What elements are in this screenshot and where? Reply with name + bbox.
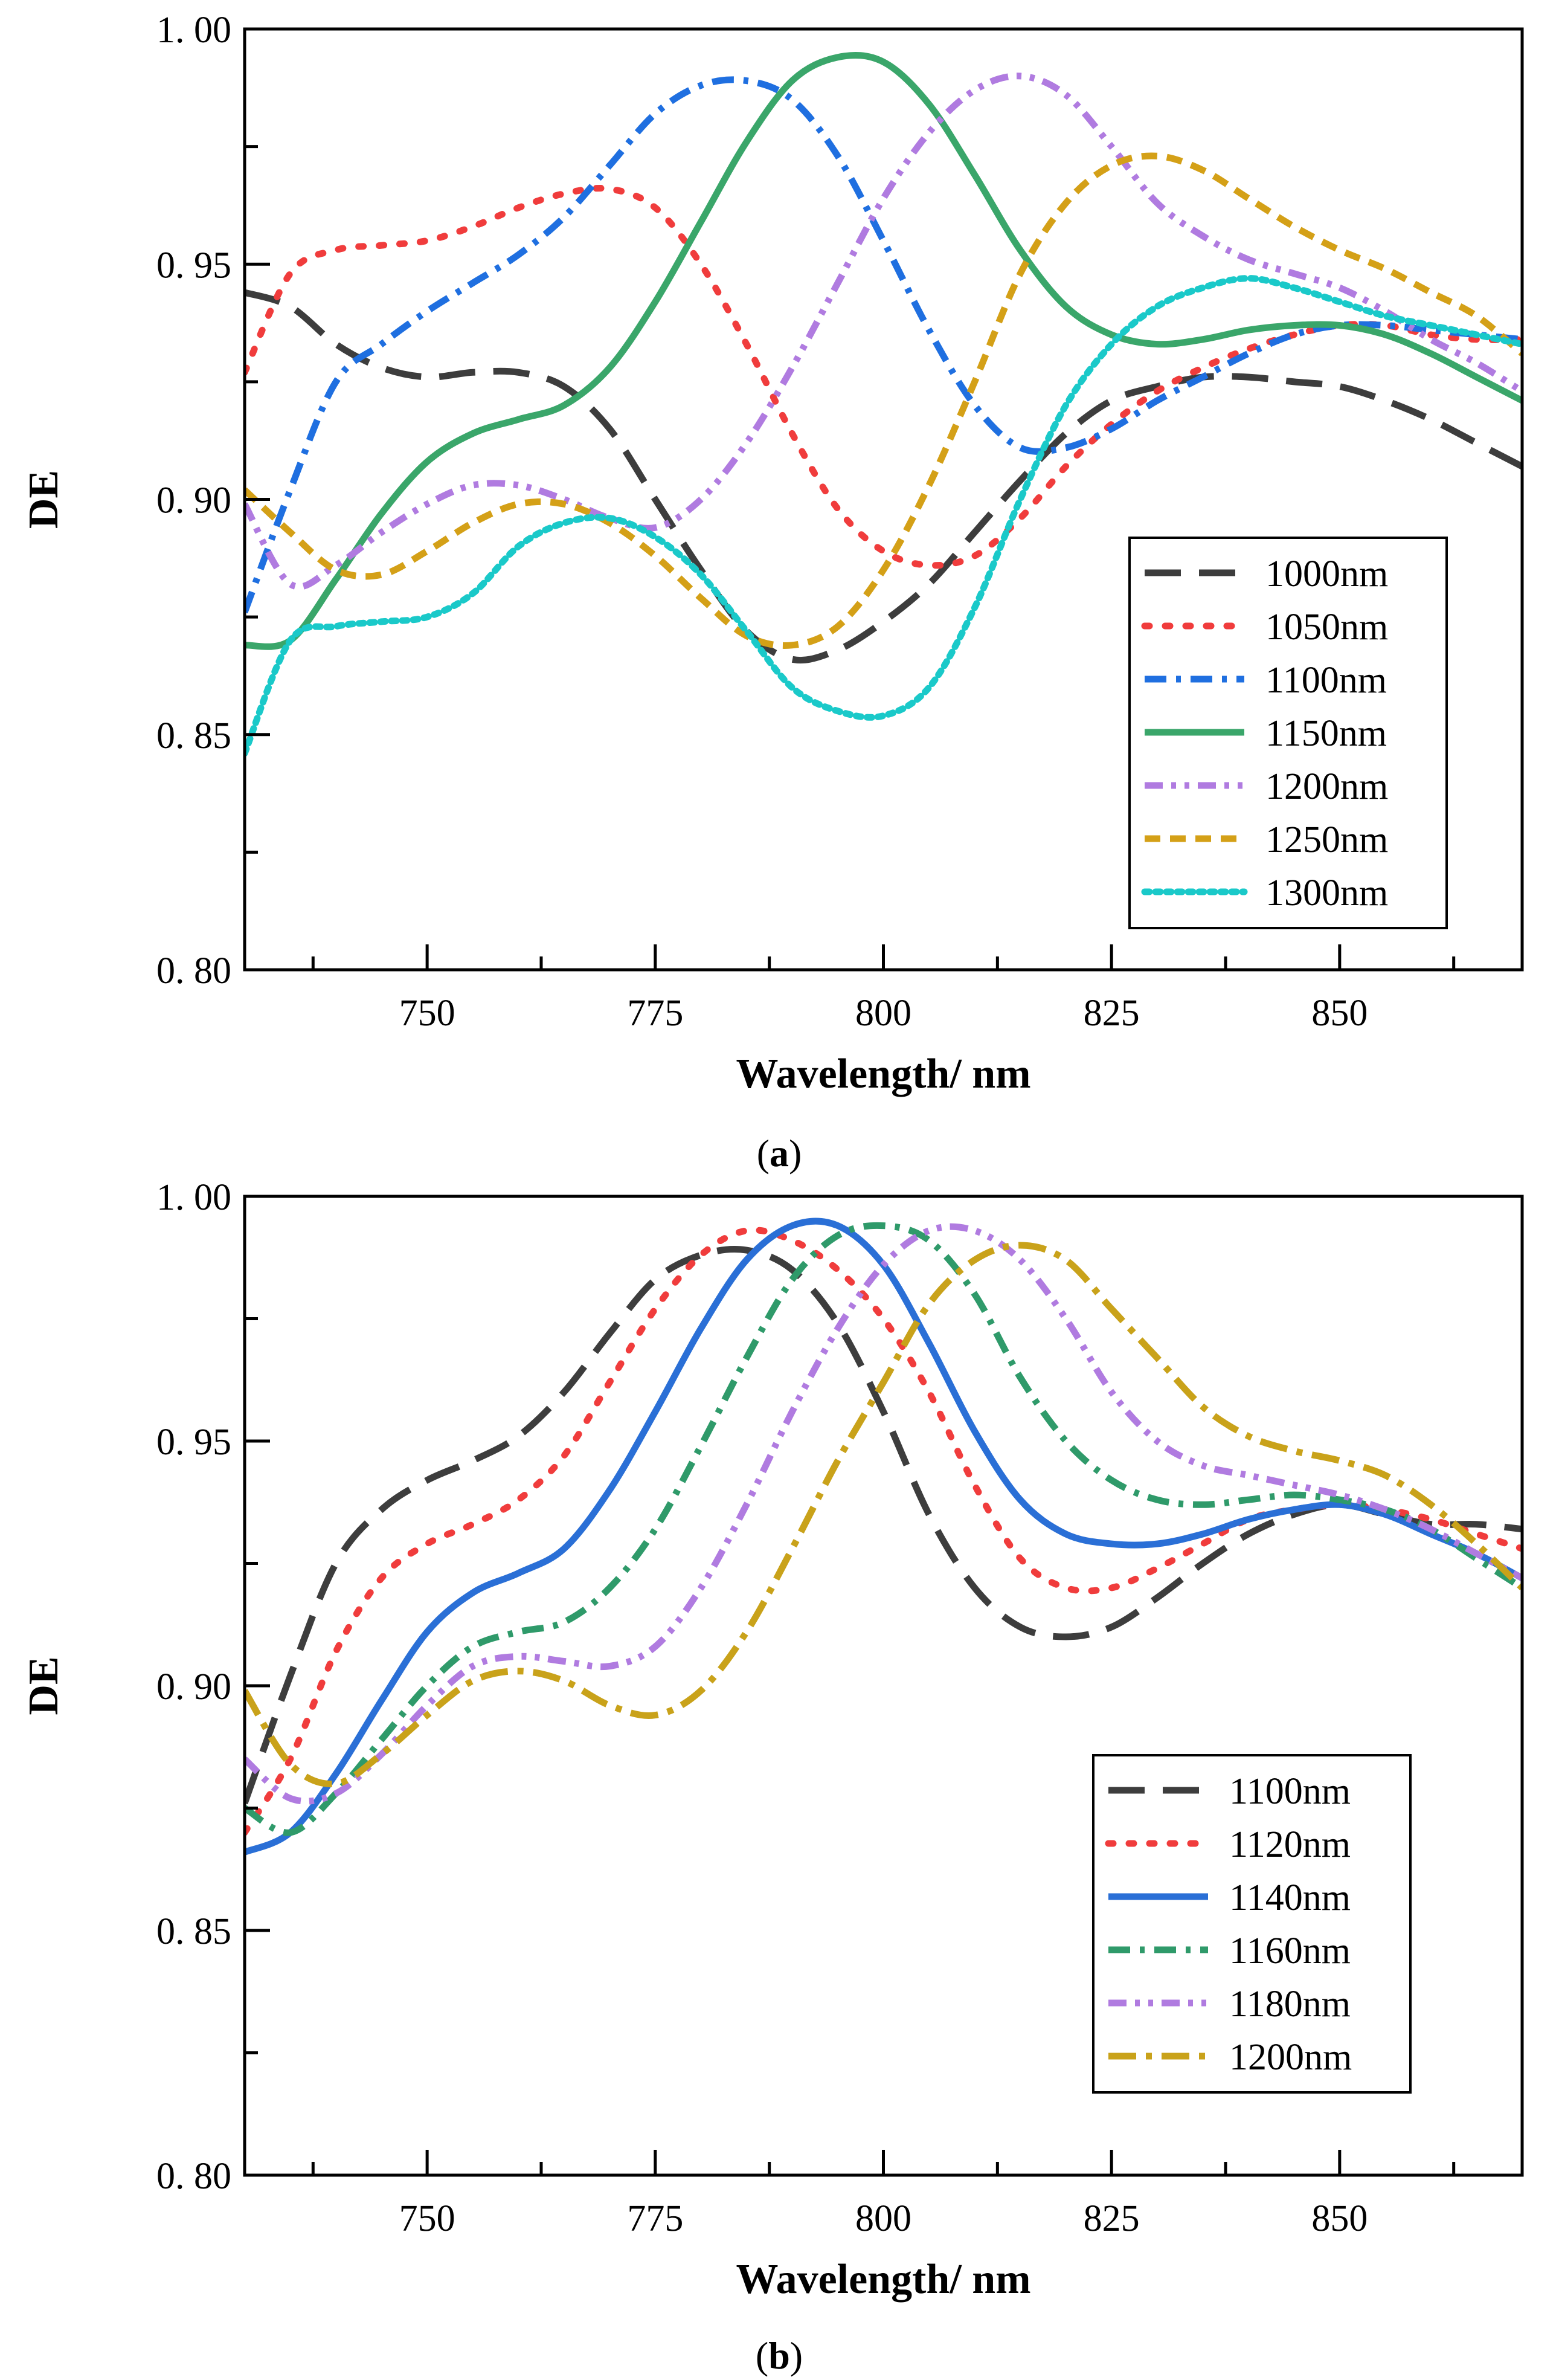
x-tick-label: 850	[1311, 993, 1368, 1034]
legend-label: 1140nm	[1229, 1877, 1351, 1918]
legend-label: 1160nm	[1229, 1930, 1351, 1972]
y-tick-label: 0. 95	[156, 245, 231, 286]
plot-area	[245, 52, 1522, 757]
y-tick-label: 0. 90	[156, 1666, 231, 1708]
y-tick-label: 0. 85	[156, 715, 231, 756]
x-axis-title: Wavelength/ nm	[736, 2256, 1030, 2303]
x-axis-title: Wavelength/ nm	[736, 1051, 1030, 1097]
legend-label: 1300nm	[1265, 872, 1388, 914]
legend-label: 1120nm	[1229, 1824, 1351, 1865]
panel-caption: (b)	[756, 2334, 803, 2377]
y-tick-label: 1. 00	[156, 10, 231, 51]
series-line-1150nm	[245, 52, 1522, 650]
legend: 1000nm 1050nm 1100nm 1150nm 1200nm 1250nm 1300…	[1128, 537, 1448, 929]
series-line-1250nm	[245, 152, 1522, 649]
legend-label: 1200nm	[1265, 766, 1388, 807]
legend: 1100nm 1120nm 1140nm 1160nm 1180nm 1200nm	[1092, 1754, 1412, 2094]
legend-label: 1050nm	[1265, 607, 1388, 648]
legend-label: 1200nm	[1229, 2037, 1352, 2078]
y-tick-label: 0. 80	[156, 2156, 231, 2197]
x-tick-label: 775	[627, 2198, 683, 2239]
series-line-1200nm	[245, 73, 1522, 590]
y-axis-title: DE	[21, 1656, 67, 1715]
y-tick-label: 0. 90	[156, 480, 231, 521]
legend-box	[1092, 1754, 1412, 2094]
series-line-1100nm	[245, 76, 1522, 614]
legend-label: 1100nm	[1265, 660, 1387, 701]
y-tick-label: 0. 85	[156, 1911, 231, 1952]
legend-label: 1150nm	[1265, 713, 1387, 754]
y-axis-title: DE	[21, 470, 67, 529]
series-line-1160nm	[245, 1222, 1522, 1836]
legend-label: 1000nm	[1265, 553, 1388, 595]
plot-area	[245, 1217, 1522, 1856]
x-tick-label: 750	[399, 2198, 455, 2239]
legend-label: 1180nm	[1229, 1984, 1351, 2025]
chart-panel-b: 750 775 800 825 850 0. 80 0. 85 0. 90 0. 95 1. 00…	[21, 1177, 1524, 2377]
legend-label: 1100nm	[1229, 1771, 1351, 1812]
series-line-1200nm	[245, 1242, 1522, 1787]
x-tick-label: 800	[855, 993, 911, 1034]
series-line-1180nm	[245, 1223, 1522, 1805]
x-tick-label: 800	[855, 2198, 911, 2239]
legend-box	[1128, 537, 1448, 929]
series-line-1100nm	[245, 1246, 1522, 1805]
legend-label: 1250nm	[1265, 819, 1388, 860]
x-tick-label: 775	[627, 993, 683, 1034]
x-tick-label: 825	[1084, 993, 1140, 1034]
panel-caption: (a)	[757, 1132, 802, 1175]
y-tick-label: 1. 00	[156, 1177, 231, 1218]
y-tick-label: 0. 80	[156, 950, 231, 992]
x-tick-label: 750	[399, 993, 455, 1034]
series-line-1120nm	[245, 1227, 1522, 1836]
series-line-1000nm	[245, 289, 1522, 664]
y-tick-label: 0. 95	[156, 1422, 231, 1463]
x-tick-label: 850	[1311, 2198, 1368, 2239]
x-tick-label: 825	[1084, 2198, 1140, 2239]
chart-panel-a: 750 775 800 825 850 0. 80 0. 85 0. 90 0. 95 1. 00…	[21, 10, 1524, 1175]
series-line-1140nm	[245, 1217, 1522, 1856]
series-line-1300nm	[245, 275, 1522, 757]
